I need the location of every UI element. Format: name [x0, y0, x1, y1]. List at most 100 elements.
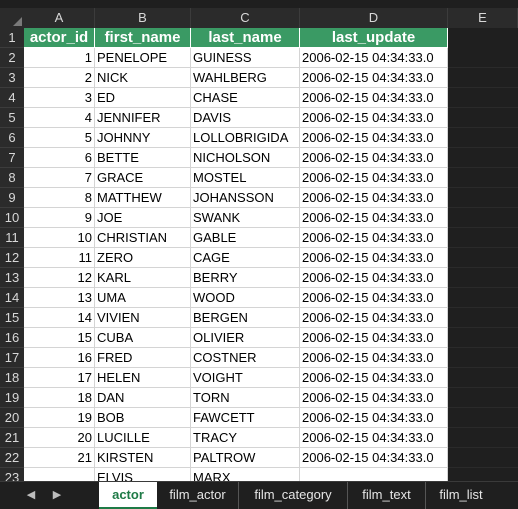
data-cell[interactable]: 3 [24, 88, 95, 108]
data-cell[interactable]: 2006-02-15 04:34:33.0 [300, 428, 448, 448]
empty-cell[interactable] [448, 408, 518, 428]
tab-film-list[interactable]: film_list [439, 487, 483, 502]
column-header-b[interactable]: B [95, 8, 191, 28]
data-cell[interactable]: 6 [24, 148, 95, 168]
data-cell[interactable]: NICK [95, 68, 191, 88]
row-number[interactable]: 9 [0, 188, 24, 208]
row-number[interactable]: 7 [0, 148, 24, 168]
data-cell[interactable]: BETTE [95, 148, 191, 168]
data-cell[interactable]: GUINESS [191, 48, 300, 68]
empty-cell[interactable] [448, 308, 518, 328]
data-cell[interactable]: TRACY [191, 428, 300, 448]
data-cell[interactable]: MATTHEW [95, 188, 191, 208]
data-cell[interactable]: 12 [24, 268, 95, 288]
data-cell[interactable]: 2006-02-15 04:34:33.0 [300, 68, 448, 88]
data-cell[interactable]: 10 [24, 228, 95, 248]
data-cell[interactable]: GABLE [191, 228, 300, 248]
data-cell[interactable]: 2006-02-15 04:34:33.0 [300, 48, 448, 68]
data-cell[interactable]: KARL [95, 268, 191, 288]
empty-cell[interactable] [448, 388, 518, 408]
data-cell[interactable]: JENNIFER [95, 108, 191, 128]
data-cell[interactable]: MARX [191, 468, 300, 481]
data-cell[interactable]: 2006-02-15 04:34:33.0 [300, 408, 448, 428]
data-cell[interactable] [300, 468, 448, 481]
data-cell[interactable]: 21 [24, 448, 95, 468]
data-cell[interactable]: 2 [24, 68, 95, 88]
data-cell[interactable]: 20 [24, 428, 95, 448]
data-cell[interactable]: 17 [24, 368, 95, 388]
row-number[interactable]: 12 [0, 248, 24, 268]
data-cell[interactable] [24, 468, 95, 481]
data-cell[interactable]: LUCILLE [95, 428, 191, 448]
row-number[interactable]: 1 [0, 28, 24, 48]
data-cell[interactable]: JOHANSSON [191, 188, 300, 208]
empty-cell[interactable] [448, 228, 518, 248]
empty-cell[interactable] [448, 368, 518, 388]
column-header-d[interactable]: D [300, 8, 448, 28]
row-number[interactable]: 14 [0, 288, 24, 308]
data-cell[interactable]: WAHLBERG [191, 68, 300, 88]
select-all-corner[interactable] [0, 8, 24, 28]
data-cell[interactable]: 2006-02-15 04:34:33.0 [300, 108, 448, 128]
data-cell[interactable]: 16 [24, 348, 95, 368]
empty-cell[interactable] [448, 48, 518, 68]
data-cell[interactable]: 4 [24, 108, 95, 128]
row-number[interactable]: 6 [0, 128, 24, 148]
data-cell[interactable]: 13 [24, 288, 95, 308]
data-cell[interactable]: 2006-02-15 04:34:33.0 [300, 268, 448, 288]
header-cell[interactable]: last_name [191, 28, 300, 48]
data-cell[interactable]: GRACE [95, 168, 191, 188]
tab-film-actor[interactable]: film_actor [157, 482, 239, 509]
empty-cell[interactable] [448, 28, 518, 48]
data-cell[interactable]: PENELOPE [95, 48, 191, 68]
empty-cell[interactable] [448, 468, 518, 481]
data-cell[interactable]: CHRISTIAN [95, 228, 191, 248]
row-number[interactable]: 15 [0, 308, 24, 328]
data-cell[interactable]: FAWCETT [191, 408, 300, 428]
data-cell[interactable]: CAGE [191, 248, 300, 268]
row-number[interactable]: 21 [0, 428, 24, 448]
data-cell[interactable]: DAN [95, 388, 191, 408]
row-number[interactable]: 19 [0, 388, 24, 408]
data-cell[interactable]: 2006-02-15 04:34:33.0 [300, 208, 448, 228]
data-cell[interactable]: 11 [24, 248, 95, 268]
data-cell[interactable]: 2006-02-15 04:34:33.0 [300, 88, 448, 108]
row-number[interactable]: 20 [0, 408, 24, 428]
next-sheet-icon[interactable]: ▶ [52, 489, 62, 501]
empty-cell[interactable] [448, 88, 518, 108]
data-cell[interactable]: 2006-02-15 04:34:33.0 [300, 368, 448, 388]
data-cell[interactable]: MOSTEL [191, 168, 300, 188]
data-cell[interactable]: CHASE [191, 88, 300, 108]
data-cell[interactable]: CUBA [95, 328, 191, 348]
header-cell[interactable]: actor_id [24, 28, 95, 48]
data-cell[interactable]: WOOD [191, 288, 300, 308]
header-cell[interactable]: first_name [95, 28, 191, 48]
data-cell[interactable]: 2006-02-15 04:34:33.0 [300, 308, 448, 328]
data-cell[interactable]: OLIVIER [191, 328, 300, 348]
data-cell[interactable]: LOLLOBRIGIDA [191, 128, 300, 148]
row-number[interactable]: 3 [0, 68, 24, 88]
row-number[interactable]: 10 [0, 208, 24, 228]
data-cell[interactable]: 14 [24, 308, 95, 328]
empty-cell[interactable] [448, 448, 518, 468]
empty-cell[interactable] [448, 68, 518, 88]
data-cell[interactable]: 9 [24, 208, 95, 228]
data-cell[interactable]: VOIGHT [191, 368, 300, 388]
data-cell[interactable]: 19 [24, 408, 95, 428]
row-number[interactable]: 13 [0, 268, 24, 288]
column-header-c[interactable]: C [191, 8, 300, 28]
data-cell[interactable]: JOE [95, 208, 191, 228]
row-number[interactable]: 11 [0, 228, 24, 248]
data-cell[interactable]: DAVIS [191, 108, 300, 128]
tab-film-text[interactable]: film_text [348, 482, 426, 509]
data-cell[interactable]: 2006-02-15 04:34:33.0 [300, 448, 448, 468]
column-header-a[interactable]: A [24, 8, 95, 28]
empty-cell[interactable] [448, 168, 518, 188]
data-cell[interactable]: 7 [24, 168, 95, 188]
data-cell[interactable]: 2006-02-15 04:34:33.0 [300, 248, 448, 268]
data-cell[interactable]: ED [95, 88, 191, 108]
empty-cell[interactable] [448, 348, 518, 368]
row-number[interactable]: 2 [0, 48, 24, 68]
data-cell[interactable]: 2006-02-15 04:34:33.0 [300, 228, 448, 248]
empty-cell[interactable] [448, 268, 518, 288]
